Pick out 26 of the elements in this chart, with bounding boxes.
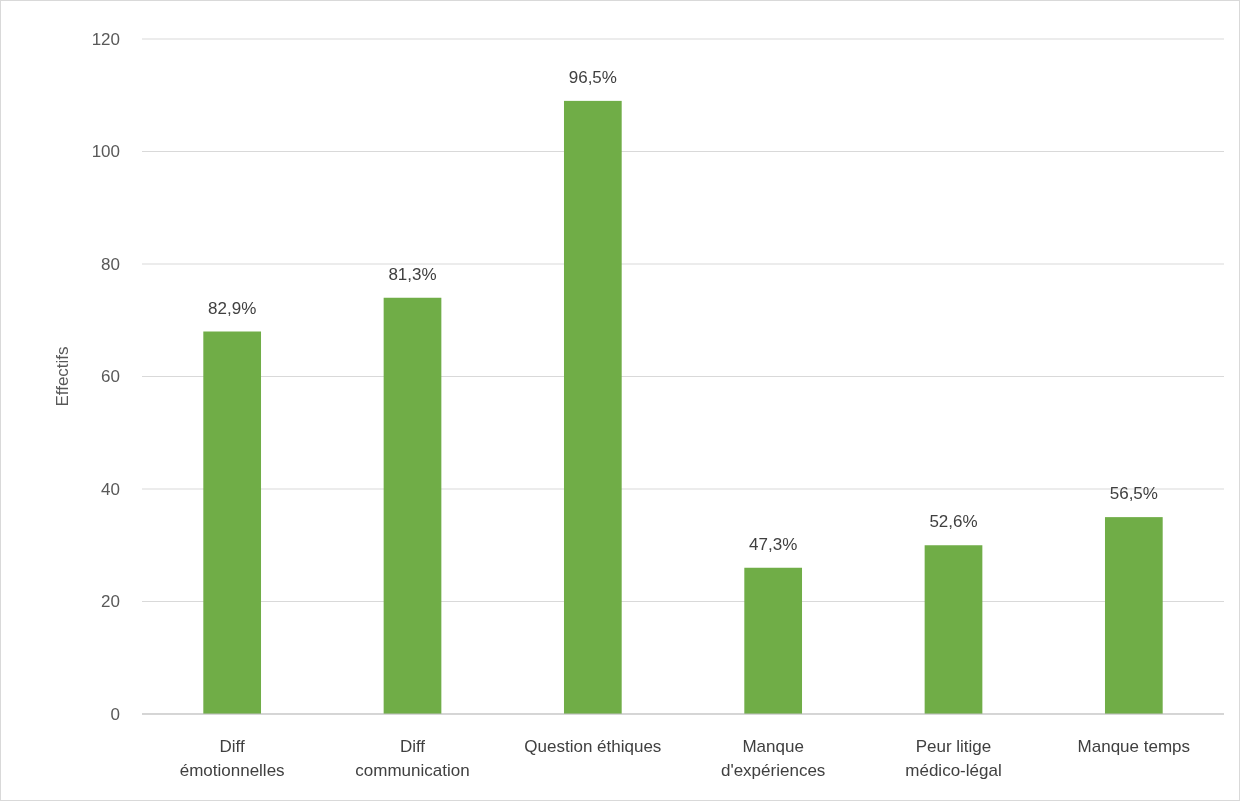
annotation: 47,3% (749, 534, 798, 554)
annotation: 96,5% (568, 67, 617, 87)
annotation: 82,9% (208, 298, 257, 318)
y-tick-label: 100 (91, 142, 120, 162)
y-axis-title: Effectifs (53, 346, 72, 407)
x-tick-label: Peur litige médico-légal (905, 737, 1002, 780)
bar (1104, 517, 1163, 714)
x-tick-label: Diff émotionnelles (179, 737, 285, 780)
y-tick-label: 60 (101, 367, 120, 387)
x-tick-label: Manque temps (1077, 737, 1191, 756)
y-tick-label: 80 (101, 254, 120, 274)
annotation: 56,5% (1109, 484, 1158, 504)
bar (924, 545, 983, 714)
annotation: 81,3% (388, 264, 437, 284)
y-tick-label: 120 (91, 29, 120, 49)
y-tick-label: 40 (101, 479, 120, 499)
x-tick-label: Question éthiques (524, 737, 662, 756)
annotation: 52,6% (929, 512, 978, 532)
y-tick-label: 20 (101, 592, 120, 612)
bar (744, 567, 803, 714)
bar (563, 100, 622, 714)
bar (383, 297, 442, 714)
y-tick-label: 0 (110, 704, 120, 724)
x-tick-label: Manque d'expériences (720, 737, 826, 780)
x-tick-label: Diff communication (355, 737, 470, 780)
bar (203, 331, 262, 714)
